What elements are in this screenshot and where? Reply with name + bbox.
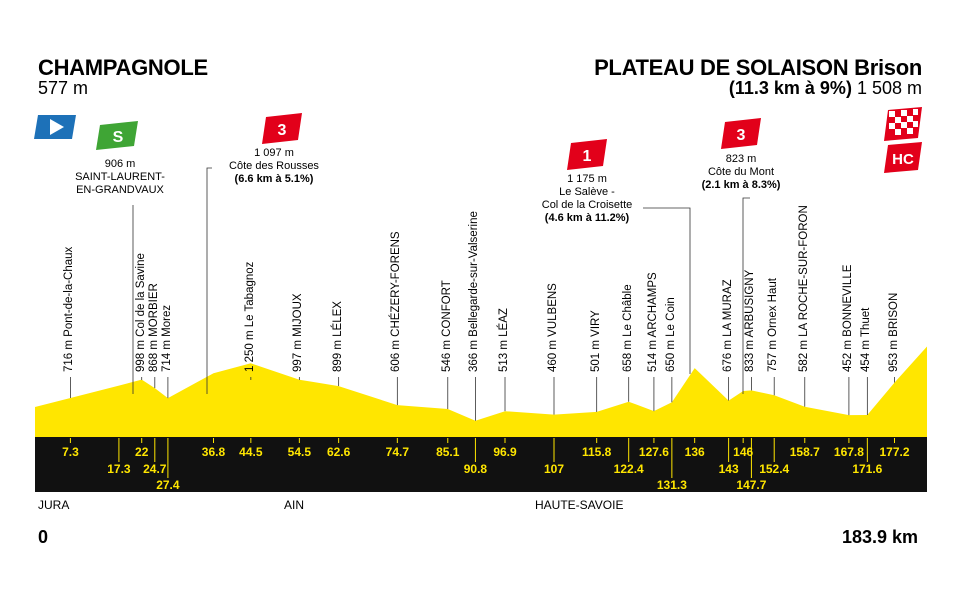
km-label: 24.7 — [143, 462, 167, 476]
hc-label: HC — [892, 151, 914, 168]
km-label: 107 — [543, 462, 564, 476]
waypoint-label: 501 m VIRY — [589, 310, 602, 372]
km-label: 90.8 — [463, 462, 488, 476]
region-haute-savoie: HAUTE-SAVOIE — [535, 498, 624, 512]
waypoint-label: 676 m LA MURAZ — [721, 279, 734, 372]
sprint-name-2: EN-GRANDVAUX — [76, 184, 164, 196]
region-jura: JURA — [38, 498, 70, 512]
climb-1-leader — [206, 167, 212, 394]
waypoint-label: 460 m VULBENS — [546, 283, 559, 372]
climb-flag-2-icon: 1 — [567, 139, 607, 170]
waypoint-label: 452 m BONNEVILLE — [841, 264, 854, 372]
km-label: 146 — [733, 445, 754, 459]
hc-flag-icon: HC — [884, 142, 922, 173]
climb-3-info: 823 m Côte du Mont (2.1 km à 8.3%) — [702, 153, 781, 192]
km-label: 147.7 — [736, 478, 767, 492]
km-label: 143 — [718, 462, 739, 476]
climb-2-name-2: Col de la Croisette — [541, 199, 633, 211]
waypoint-label: 833 m ARBUSIGNY — [744, 269, 757, 372]
waypoint-label: 546 m CONFORT — [440, 280, 453, 372]
km-label: 136 — [684, 445, 705, 459]
km-label: 62.6 — [326, 445, 351, 459]
finish-city: PLATEAU DE SOLAISON Brison — [594, 55, 922, 80]
start-city: CHAMPAGNOLE — [38, 55, 208, 80]
climb-2-name-1: Le Salève - — [559, 186, 615, 198]
climb-3-leader — [742, 197, 750, 394]
km-label: 7.3 — [62, 445, 79, 459]
km-label: 74.7 — [385, 445, 410, 459]
climb-flag-3-icon: 3 — [721, 118, 761, 149]
sprint-altitude: 906 m — [104, 158, 136, 170]
km-label: 171.6 — [852, 462, 883, 476]
finish-climb: (11.3 km à 9%) — [728, 78, 852, 98]
climb-3-name: Côte du Mont — [707, 166, 775, 178]
climb-3-detail: (2.1 km à 8.3%) — [701, 179, 781, 191]
km-label: 115.8 — [581, 445, 612, 459]
km-label: 127.6 — [638, 445, 669, 459]
km-ticks — [69, 438, 896, 478]
waypoint-label: 953 m BRISON — [887, 292, 900, 372]
climb-1-info: 1 097 m Côte des Rousses (6.6 km à 5.1%) — [229, 147, 319, 186]
finish-altitude: 1 508 m — [856, 78, 922, 98]
finish-details: (11.3 km à 9%) 1 508 m — [729, 78, 922, 99]
elevation-profile — [35, 346, 927, 437]
distance-start: 0 — [38, 527, 49, 547]
climb-flag-1-icon: 3 — [262, 113, 302, 144]
climb-3-altitude: 823 m — [725, 153, 757, 165]
region-ain: AIN — [284, 498, 305, 512]
climb-1-detail: (6.6 km à 5.1%) — [234, 173, 314, 185]
km-label: 158.7 — [789, 445, 820, 459]
waypoint-label: 606 m CHÉZERY-FORENS — [390, 231, 403, 372]
climb-2-category: 1 — [583, 148, 592, 165]
waypoint-label: 868 m MORBIER — [147, 283, 160, 372]
km-label: 167.8 — [833, 445, 864, 459]
distance-end: 183.9 km — [841, 527, 918, 547]
km-label: 44.5 — [239, 445, 263, 459]
sprint-info: 906 m SAINT-LAURENT- EN-GRANDVAUX — [75, 158, 165, 197]
km-label: 22 — [135, 445, 149, 459]
waypoint-label: 366 m Bellegarde-sur-Valserine — [468, 211, 481, 372]
waypoint-label: 513 m LÉAZ — [498, 308, 510, 372]
km-label: 131.3 — [656, 478, 687, 492]
waypoint-label: 658 m Le Châble — [621, 284, 634, 372]
finish-flag-icon — [884, 107, 922, 141]
km-label: 27.4 — [156, 478, 180, 492]
climb-2-altitude: 1 175 m — [567, 173, 607, 185]
sprint-letter: S — [113, 129, 124, 146]
climb-3-category: 3 — [737, 127, 746, 144]
sprint-name-1: SAINT-LAURENT- — [75, 171, 165, 183]
waypoint-label: 716 m Pont-de-la-Chaux — [63, 246, 76, 372]
km-label: 85.1 — [436, 445, 460, 459]
km-bar — [35, 437, 927, 492]
climb-2-detail: (4.6 km à 11.2%) — [544, 212, 630, 224]
climb-2-info: 1 175 m Le Salève - Col de la Croisette … — [542, 173, 633, 225]
km-label: 96.9 — [493, 445, 517, 459]
km-label: 36.8 — [201, 445, 226, 459]
waypoint-label: 899 m LÉLEX — [331, 301, 344, 372]
start-altitude: 577 m — [38, 78, 89, 98]
waypoint-label: 997 m MIJOUX — [292, 293, 305, 372]
climb-1-category: 3 — [278, 122, 287, 139]
waypoint-label: 514 m ARCHAMPS — [646, 272, 659, 372]
waypoint-label: 1 250 m Le Tabagnoz — [243, 261, 256, 372]
km-label: 152.4 — [759, 462, 790, 476]
climb-1-altitude: 1 097 m — [254, 147, 294, 159]
km-label: 177.2 — [879, 445, 910, 459]
waypoint-label: 998 m Col de la Savine — [134, 253, 147, 372]
km-label: 17.3 — [107, 462, 131, 476]
waypoint-label: 650 m Le Coin — [664, 297, 677, 372]
waypoint-guides — [70, 377, 895, 421]
sprint-flag-icon: S — [96, 121, 138, 150]
climb-1-name: Côte des Rousses — [229, 160, 319, 172]
climb-2-leader — [643, 207, 691, 374]
waypoint-label: 714 m Morez — [160, 304, 173, 372]
waypoint-label: 582 m LA ROCHE-SUR-FORON — [797, 205, 810, 372]
waypoint-label: 757 m Ornex Haut — [767, 278, 780, 372]
start-flag-icon — [34, 115, 76, 139]
km-label: 122.4 — [613, 462, 644, 476]
waypoint-label: 454 m Thuet — [860, 307, 873, 372]
km-label: 54.5 — [287, 445, 312, 459]
